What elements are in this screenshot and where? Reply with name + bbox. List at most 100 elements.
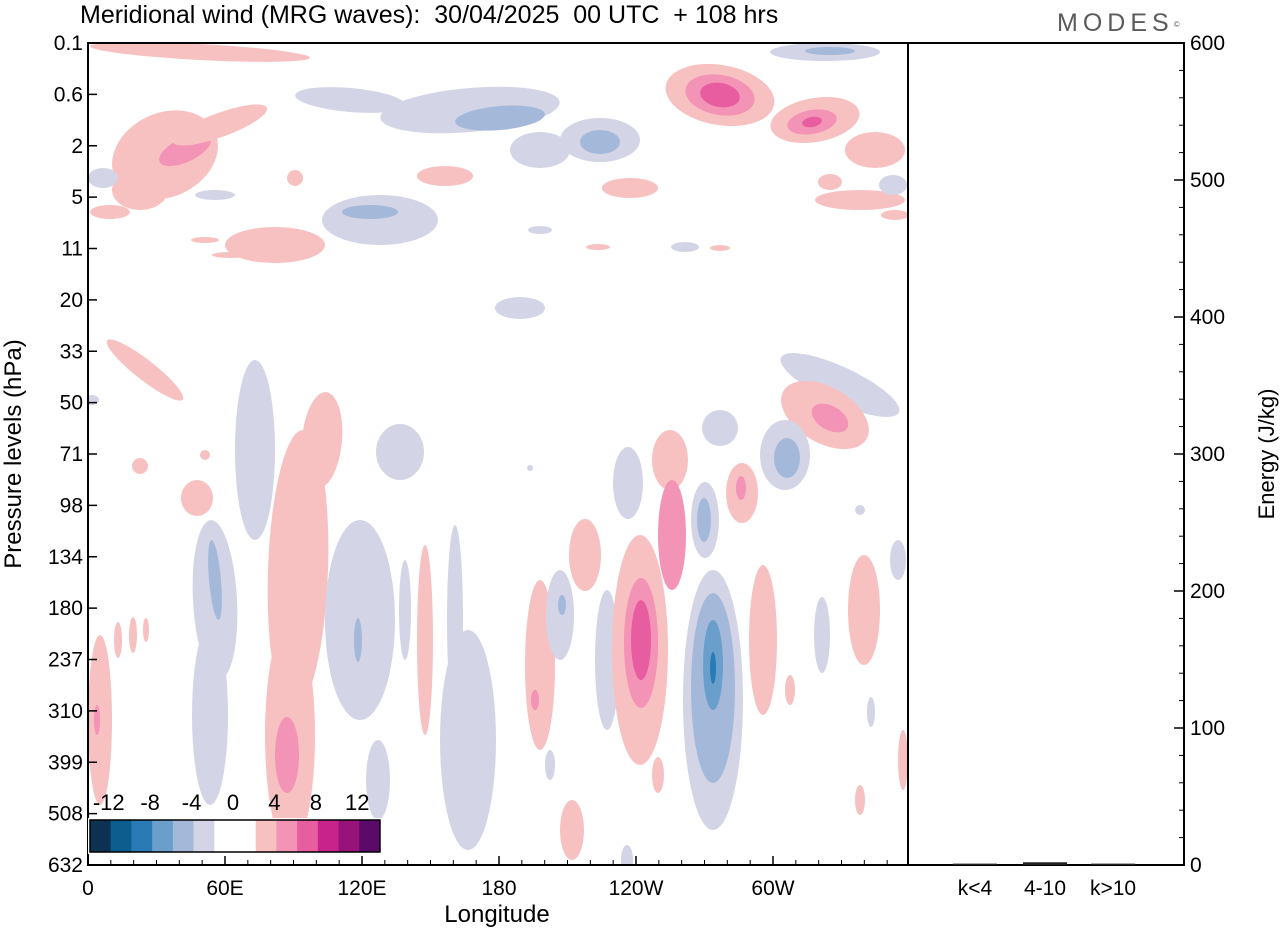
colorbar-swatch: [193, 820, 215, 852]
negative-wind-contour: [399, 560, 411, 660]
negative-wind-contour: [545, 750, 555, 780]
negative-wind-contour: [780, 353, 900, 417]
colorbar-swatch: [214, 820, 236, 852]
positive-wind-contour: [736, 476, 746, 500]
y-tick-label: 71: [60, 443, 83, 466]
modes-logo: MODES©: [1057, 8, 1180, 38]
positive-wind-contour: [652, 757, 664, 793]
colorbar-swatch: [172, 820, 195, 852]
colorbar-swatch: [110, 820, 132, 852]
negative-wind-contour: [613, 447, 643, 519]
energy-category-label: k<4: [958, 877, 993, 900]
x-tick-label: 0: [82, 877, 94, 900]
y-tick-label: 237: [48, 649, 83, 672]
colorbar-swatch: [297, 820, 319, 852]
positive-wind-contour: [785, 675, 795, 705]
colorbar-swatch: [152, 820, 174, 852]
positive-wind-contour: [531, 690, 539, 710]
positive-wind-contour: [172, 104, 268, 146]
energy-tick-label: 600: [1190, 32, 1225, 55]
positive-wind-contour: [815, 190, 905, 210]
y-tick-label: 5: [71, 186, 83, 209]
x-tick-label: 120W: [609, 877, 664, 900]
positive-wind-contour: [90, 205, 130, 219]
negative-wind-contour: [867, 697, 875, 727]
negative-wind-contour: [890, 540, 906, 580]
positive-wind-contour: [802, 116, 822, 128]
colorbar-swatch: [131, 820, 153, 852]
colorbar-swatch: [255, 820, 277, 852]
negative-wind-contour: [671, 242, 699, 252]
colorbar-label: 8: [310, 790, 322, 815]
positive-wind-contour: [845, 132, 905, 168]
y-tick-label: 33: [60, 340, 83, 363]
y-tick-label: 399: [48, 751, 83, 774]
positive-wind-contour: [811, 403, 849, 433]
negative-wind-contour: [580, 130, 620, 154]
energy-bar: [1023, 862, 1067, 865]
colorbar-swatch: [276, 820, 298, 852]
wind-field: [88, 43, 908, 865]
negative-wind-contour: [814, 597, 830, 673]
y-tick-label: 11: [61, 238, 83, 261]
positive-wind-contour: [602, 178, 658, 198]
x-tick-label: 180: [481, 877, 516, 900]
energy-category-label: k>10: [1090, 877, 1136, 900]
y-tick-label: 310: [48, 700, 83, 723]
negative-wind-contour: [88, 168, 118, 188]
negative-wind-contour: [322, 195, 438, 245]
energy-axis: 0 100 200 300 400 500 600: [1174, 32, 1225, 877]
colorbar-swatch: [359, 820, 381, 852]
negative-wind-contour: [697, 498, 711, 542]
x-tick-label: 120E: [337, 877, 386, 900]
energy-axis-label: Energy (J/kg): [1254, 389, 1279, 520]
negative-wind-contour: [366, 740, 390, 820]
positive-wind-contour: [181, 480, 213, 516]
negative-wind-contour: [528, 226, 552, 234]
positive-wind-contour: [881, 210, 908, 220]
y-tick-label: 98: [60, 494, 83, 517]
colorbar-label: -8: [140, 790, 160, 815]
colorbar-swatch: [235, 820, 257, 852]
negative-wind-contour: [774, 438, 800, 478]
negative-wind-contour: [325, 520, 395, 720]
negative-wind-contour: [447, 525, 463, 715]
positive-wind-contour: [700, 82, 740, 108]
negative-wind-contour: [192, 625, 228, 805]
positive-wind-contour: [112, 170, 168, 210]
positive-wind-contour: [631, 600, 651, 680]
positive-wind-contour: [652, 430, 688, 490]
x-axis-label: Longitude: [444, 901, 549, 928]
positive-wind-contour: [114, 622, 122, 658]
negative-wind-contour: [208, 540, 222, 620]
colorbar: -12 -8 -4 0 4 8 12: [88, 790, 382, 854]
colorbar-label: -12: [93, 790, 125, 815]
positive-wind-contour: [143, 618, 149, 642]
colorbar-swatch: [317, 820, 340, 852]
colorbar-frame: [89, 819, 381, 853]
negative-wind-contour: [621, 845, 633, 865]
positive-wind-contour: [200, 450, 210, 460]
colorbar-label: 0: [227, 790, 239, 815]
positive-wind-contour: [132, 458, 148, 474]
negative-wind-contour: [855, 505, 865, 515]
negative-wind-contour: [354, 618, 362, 662]
positive-wind-contour: [417, 166, 473, 186]
negative-wind-contour: [455, 105, 545, 131]
energy-tick-label: 100: [1190, 717, 1225, 740]
energy-tick-label: 400: [1190, 306, 1225, 329]
positive-wind-contour: [749, 565, 777, 715]
x-axis: 0 60E 120E 180 120W 60W: [82, 856, 888, 900]
colorbar-swatch: [338, 820, 360, 852]
x-tick-label: 60W: [751, 877, 794, 900]
negative-wind-contour: [879, 175, 907, 195]
positive-wind-contour: [275, 717, 299, 793]
negative-wind-contour: [342, 205, 398, 219]
energy-bars: k<4 4-10 k>10: [953, 862, 1136, 900]
colorbar-label: -4: [182, 790, 202, 815]
energy-tick-label: 200: [1190, 580, 1225, 603]
positive-wind-contour: [586, 244, 610, 250]
y-tick-label: 20: [60, 289, 83, 312]
y-tick-label: 50: [60, 392, 83, 415]
negative-wind-contour: [295, 87, 405, 113]
